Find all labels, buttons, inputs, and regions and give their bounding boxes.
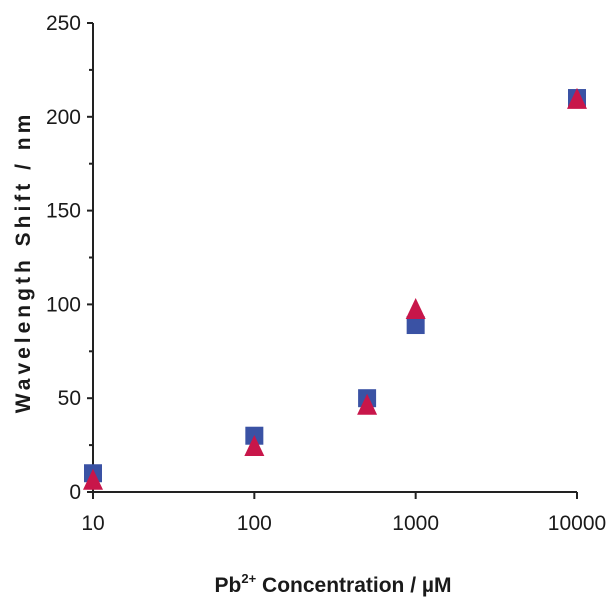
x-ticks: 10 100 1000 10000 xyxy=(81,492,606,535)
y-ticks: 0 50 100 150 200 250 xyxy=(46,12,93,504)
y-axis-label: Wavelength Shift / nm xyxy=(12,111,35,414)
y-tick-label: 200 xyxy=(46,106,81,129)
y-tick-label: 100 xyxy=(46,293,81,316)
x-axis-label-base: Pb xyxy=(215,574,242,597)
data-point-triangle xyxy=(567,87,587,109)
x-axis-label: Pb2+ Concentration / µM xyxy=(215,571,452,597)
data-point-triangle xyxy=(83,468,103,490)
data-point-square xyxy=(406,316,425,335)
y-tick-label: 0 xyxy=(69,481,81,504)
x-tick-label: 100 xyxy=(237,512,272,535)
plot-area: 0 50 100 150 200 250 10 100 1000 10000 xyxy=(46,12,606,535)
data-point-triangle xyxy=(244,434,265,456)
data-markers xyxy=(83,87,587,490)
data-point-triangle xyxy=(405,298,426,320)
data-point-triangle xyxy=(357,393,378,415)
y-tick-label: 50 xyxy=(58,387,81,410)
x-tick-label: 1000 xyxy=(392,512,439,535)
y-tick-label: 250 xyxy=(46,12,81,35)
x-axis-label-rest: Concentration / µM xyxy=(256,574,451,597)
x-tick-label: 10000 xyxy=(548,512,606,535)
y-tick-label: 150 xyxy=(46,200,81,223)
x-tick-label: 10 xyxy=(81,512,104,535)
x-axis-label-superscript: 2+ xyxy=(241,571,256,586)
